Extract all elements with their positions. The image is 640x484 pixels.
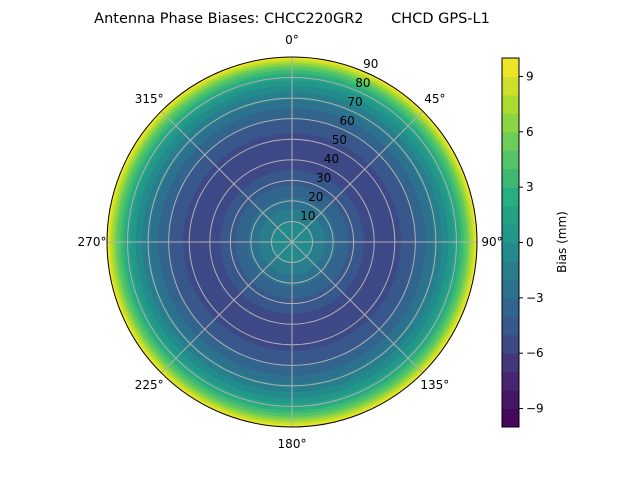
radial-tick-label: 20 [308,190,323,204]
colorbar-label: Bias (mm) [555,211,569,273]
colorbar-band [502,242,519,262]
colorbar-band [502,408,519,428]
theta-tick-label: 180° [278,437,307,451]
radial-tick-label: 40 [324,152,339,166]
colorbar-band [502,297,519,317]
colorbar-band [502,316,519,336]
colorbar-band [502,205,519,225]
colorbar-band [502,131,519,151]
colorbar-tick-label: −9 [526,402,544,416]
colorbar-band [502,187,519,207]
colorbar-band [502,390,519,410]
theta-gridline [160,241,293,374]
radial-tick-label: 70 [347,95,362,109]
polar-grid [107,57,477,427]
theta-gridline [160,110,293,243]
chart-title: Antenna Phase Biases: CHCC220GR2 CHCD GP… [94,11,490,27]
colorbar-tick-label: 3 [526,180,534,194]
colorbar-tick-label: 0 [526,236,534,250]
theta-gridline [291,241,424,374]
theta-tick-label: 45° [424,92,445,106]
colorbar-band [502,334,519,354]
colorbar-tick-label: 9 [526,69,534,83]
radial-tick-label: 90 [363,57,378,71]
theta-tick-label: 315° [135,92,164,106]
colorbar-band [502,353,519,373]
colorbar-tick-label: −3 [526,291,544,305]
theta-gridline [291,110,424,243]
radial-tick-label: 30 [316,171,331,185]
theta-tick-label: 270° [78,235,107,249]
colorbar-tick-label: 6 [526,125,534,139]
colorbar-tick-label: −6 [526,346,544,360]
colorbar-band [502,58,519,77]
colorbar-band [502,94,519,114]
theta-tick-label: 135° [420,378,449,392]
colorbar-band [502,76,519,96]
theta-tick-label: 90° [481,235,502,249]
radial-tick-labels: 10 20 30 40 50 60 70 80 90 [300,57,378,223]
radial-tick-label: 60 [340,114,355,128]
polar-frame [106,56,478,428]
colorbar-band [502,150,519,170]
radial-tick-label: 10 [300,209,315,223]
theta-tick-labels: 0° 45° 90° 135° 180° 225° 270° 315° [78,33,503,451]
theta-tick-label: 225° [135,378,164,392]
colorbar-band [502,279,519,299]
colorbar-band [502,224,519,243]
theta-tick-label: 0° [285,33,299,47]
colorbar: −9 −6 −3 0 3 6 9 [501,57,544,428]
colorbar-band [502,168,519,188]
colorbar-band [502,113,519,133]
colorbar-band [502,260,519,280]
colorbar-band [502,371,519,391]
radial-tick-label: 80 [355,76,370,90]
radial-tick-label: 50 [332,133,347,147]
